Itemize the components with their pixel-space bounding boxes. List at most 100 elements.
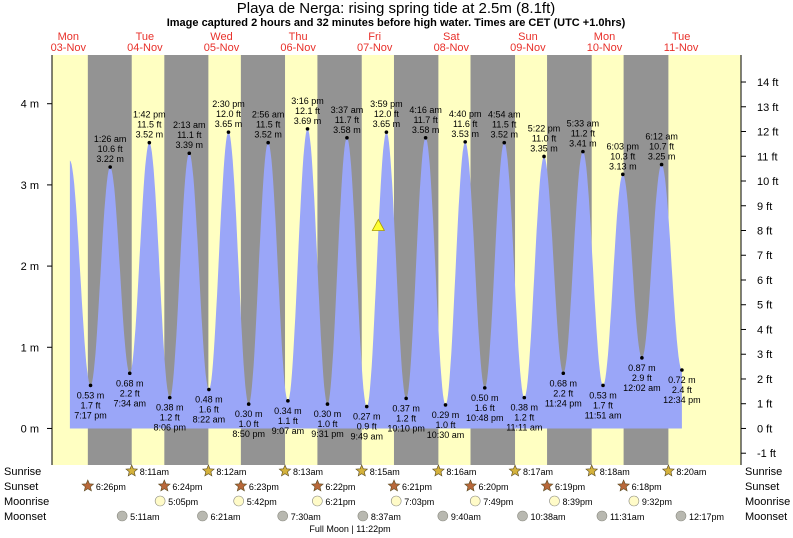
moonrise-time: 8:39pm bbox=[563, 497, 593, 507]
y-tick-label-left: 0 m bbox=[21, 423, 39, 435]
low-ft: 2.2 ft bbox=[120, 388, 141, 398]
day-label-dow: Tue bbox=[672, 31, 691, 43]
y-tick-label-right: 1 ft bbox=[757, 399, 772, 411]
moonrise-icon bbox=[390, 495, 402, 507]
high-time: 3:37 am bbox=[331, 105, 364, 115]
day-label-date: 11-Nov bbox=[664, 42, 699, 54]
low-m: 0.87 m bbox=[628, 363, 656, 373]
low-m: 0.30 m bbox=[314, 409, 342, 419]
row-label-right: Moonset bbox=[745, 511, 787, 523]
high-m: 3.52 m bbox=[254, 130, 282, 140]
extreme-dot bbox=[659, 162, 664, 167]
sunset-time: 6:21pm bbox=[402, 482, 432, 492]
low-time: 11:11 am bbox=[506, 423, 542, 433]
low-m: 0.38 m bbox=[156, 403, 184, 413]
sunset-time: 6:23pm bbox=[249, 482, 279, 492]
extreme-dot bbox=[621, 172, 625, 177]
high-ft: 11.5 ft bbox=[137, 120, 162, 130]
row-label-left: Moonset bbox=[4, 511, 46, 523]
moon-phase-label: Full Moon | 11:22pm bbox=[309, 524, 390, 534]
low-time: 11:51 am bbox=[585, 410, 622, 420]
day-label-dow: Tue bbox=[136, 31, 155, 43]
low-ft: 2.9 ft bbox=[632, 373, 653, 383]
row-label-left: Sunset bbox=[4, 481, 38, 493]
extreme-dot bbox=[246, 402, 251, 406]
high-m: 3.35 m bbox=[530, 143, 558, 153]
sunset-time: 6:18pm bbox=[632, 482, 662, 492]
day-label-date: 09-Nov bbox=[510, 42, 546, 54]
day-label-dow: Thu bbox=[289, 31, 308, 43]
moonset-time: 7:30am bbox=[291, 512, 321, 522]
high-time: 6:03 pm bbox=[607, 141, 640, 151]
extreme-dot bbox=[305, 127, 310, 131]
high-time: 4:16 am bbox=[409, 105, 442, 115]
high-ft: 12.0 ft bbox=[216, 109, 242, 119]
day-label-dow: Mon bbox=[58, 31, 79, 43]
low-ft: 2.2 ft bbox=[553, 388, 574, 398]
high-m: 3.25 m bbox=[648, 152, 676, 162]
moonset-icon bbox=[437, 510, 449, 522]
low-ft: 1.0 ft bbox=[239, 419, 260, 429]
low-m: 0.38 m bbox=[511, 403, 539, 413]
low-ft: 2.4 ft bbox=[672, 385, 693, 395]
sunset-icon bbox=[157, 479, 171, 492]
day-label-date: 10-Nov bbox=[587, 42, 623, 54]
y-tick-label-right: 8 ft bbox=[757, 225, 772, 237]
row-label-right: Sunset bbox=[745, 481, 779, 493]
moonrise-icon bbox=[628, 495, 640, 507]
sunset-time: 6:26pm bbox=[96, 482, 126, 492]
sunrise-time: 8:17am bbox=[523, 467, 553, 477]
extreme-dot bbox=[404, 396, 408, 401]
extreme-dot bbox=[542, 154, 546, 159]
y-tick-label-left: 2 m bbox=[21, 261, 39, 273]
high-m: 3.39 m bbox=[176, 140, 204, 150]
sunset-icon bbox=[540, 479, 554, 492]
extreme-dot bbox=[522, 395, 527, 400]
moonset-icon bbox=[197, 510, 208, 522]
low-ft: 1.7 ft bbox=[593, 400, 614, 410]
moonset-time: 12:17pm bbox=[689, 512, 724, 522]
low-m: 0.53 m bbox=[589, 390, 617, 400]
moonset-icon bbox=[357, 510, 369, 522]
extreme-dot bbox=[167, 395, 172, 400]
high-ft: 12.1 ft bbox=[295, 106, 321, 116]
high-ft: 11.1 ft bbox=[177, 130, 202, 140]
day-label-date: 08-Nov bbox=[434, 42, 470, 54]
high-time: 2:56 am bbox=[252, 110, 285, 120]
day-label-date: 05-Nov bbox=[204, 42, 240, 54]
moonset-icon bbox=[675, 510, 687, 522]
high-ft: 10.7 ft bbox=[649, 142, 675, 152]
y-tick-label-left: 3 m bbox=[21, 180, 39, 192]
moonset-icon bbox=[277, 510, 289, 522]
extreme-dot bbox=[581, 149, 585, 154]
sunrise-time: 8:16am bbox=[446, 467, 476, 477]
low-ft: 0.9 ft bbox=[357, 422, 378, 432]
extreme-dot bbox=[423, 136, 428, 140]
sunrise-icon bbox=[201, 464, 215, 477]
high-m: 3.52 m bbox=[136, 130, 164, 140]
high-time: 5:22 pm bbox=[528, 123, 561, 133]
high-ft: 12.0 ft bbox=[374, 109, 400, 119]
low-time: 10:48 pm bbox=[466, 413, 504, 423]
day-label-dow: Sun bbox=[518, 31, 538, 43]
moonset-icon bbox=[596, 510, 608, 522]
low-ft: 1.2 ft bbox=[514, 413, 535, 423]
sunrise-time: 8:20am bbox=[676, 467, 706, 477]
sunset-icon bbox=[81, 479, 95, 492]
current-level-marker bbox=[371, 218, 386, 231]
y-tick-label-right: 7 ft bbox=[757, 250, 772, 262]
sunrise-time: 8:12am bbox=[216, 467, 246, 477]
sunset-icon bbox=[310, 479, 324, 492]
moonrise-time: 5:42pm bbox=[247, 497, 277, 507]
low-m: 0.68 m bbox=[550, 378, 578, 388]
high-m: 3.22 m bbox=[96, 154, 124, 164]
sunrise-icon bbox=[125, 464, 139, 477]
low-time: 8:50 pm bbox=[232, 429, 265, 439]
y-tick-label-right: 9 ft bbox=[757, 201, 772, 213]
sunrise-time: 8:11am bbox=[140, 467, 169, 477]
low-time: 12:34 pm bbox=[663, 395, 701, 405]
moonrise-time: 9:32pm bbox=[642, 497, 672, 507]
moonset-time: 11:31am bbox=[610, 512, 644, 522]
high-ft: 11.5 ft bbox=[492, 120, 517, 130]
